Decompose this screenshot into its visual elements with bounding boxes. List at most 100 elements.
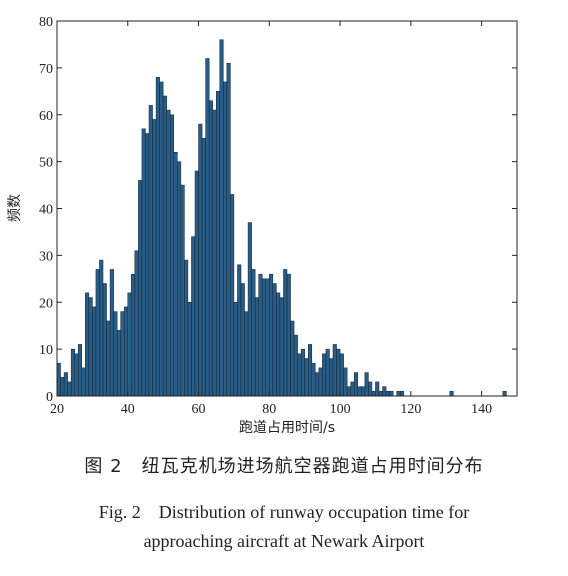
y-tick-label: 30 — [39, 249, 53, 264]
histogram-bar — [389, 391, 394, 397]
histogram-bar — [247, 222, 252, 397]
histogram-bar — [244, 311, 249, 397]
histogram-bar — [88, 297, 93, 397]
histogram-bar — [60, 377, 65, 397]
histogram-bar — [138, 180, 143, 397]
y-tick-label: 10 — [39, 343, 53, 358]
histogram-bar — [332, 344, 337, 397]
histogram-bar — [155, 77, 160, 397]
histogram-bar — [254, 297, 259, 397]
histogram-bar — [353, 372, 359, 397]
y-tick-label: 60 — [39, 109, 53, 124]
histogram-bar — [283, 269, 288, 397]
histogram-bar — [339, 353, 344, 397]
x-tick-label: 140 — [471, 402, 492, 417]
histogram-bar — [212, 109, 217, 397]
histogram-chart: 20 40 60 80 100 120 140 0 10 20 30 40 50 60 70 80 跑道占用时… — [7, 15, 518, 436]
histogram-bar — [382, 386, 387, 397]
histogram-bar — [269, 273, 274, 397]
histogram-bar — [343, 367, 348, 397]
histogram-bar — [127, 292, 132, 397]
histogram-bar — [63, 372, 68, 397]
histogram-bar — [346, 386, 351, 397]
histogram-bar — [194, 170, 199, 397]
histogram-bar — [134, 250, 139, 397]
y-tick-label: 20 — [39, 296, 53, 311]
histogram-bar — [396, 391, 401, 397]
histogram-bar — [184, 259, 189, 397]
histogram-bar — [276, 292, 281, 397]
histogram-bar — [318, 367, 323, 397]
histogram-bar — [148, 105, 153, 397]
x-tick-label: 80 — [262, 402, 276, 417]
histogram-bar — [272, 283, 277, 397]
histogram-bar — [502, 391, 507, 397]
histogram-bar — [102, 283, 107, 397]
y-tick-label: 0 — [46, 390, 53, 405]
histogram-bar — [322, 353, 327, 397]
histogram-bar — [286, 273, 291, 397]
histogram-bar — [191, 236, 196, 397]
x-tick-label: 120 — [400, 402, 421, 417]
histogram-bar — [56, 362, 61, 397]
histogram-bar — [173, 152, 178, 397]
histogram-bar — [265, 278, 270, 397]
x-tick-label: 40 — [121, 402, 135, 417]
histogram-bar — [177, 161, 182, 397]
histogram-bar — [325, 348, 330, 397]
histogram-bar — [230, 194, 235, 397]
histogram-bar — [74, 353, 79, 397]
histogram-bar — [233, 302, 238, 397]
histogram-bar — [300, 348, 305, 397]
histogram-bar — [293, 334, 298, 397]
histogram-bar — [106, 320, 111, 397]
histogram-bar — [237, 264, 242, 397]
histogram-bar — [187, 302, 192, 397]
histogram-bar — [109, 269, 114, 397]
histogram-bar — [307, 344, 313, 397]
histogram-bar — [180, 184, 185, 397]
histogram-bar — [70, 348, 75, 397]
histogram-bar — [120, 311, 125, 397]
figure-caption-english-line-1: Fig. 2 Distribution of runway occupation… — [98, 502, 470, 522]
histogram-bar — [223, 81, 228, 397]
histogram-bar — [92, 306, 97, 397]
histogram-bar — [315, 372, 320, 397]
x-tick-label: 60 — [192, 402, 206, 417]
histogram-bar — [215, 91, 221, 397]
histogram-bar — [159, 81, 164, 397]
histogram-bar — [162, 95, 167, 397]
histogram-bar — [198, 123, 203, 397]
histogram-bar — [123, 306, 129, 397]
histogram-bar — [329, 358, 334, 397]
histogram-bar — [208, 100, 213, 397]
histogram-bar — [85, 292, 90, 397]
histogram-bar — [251, 269, 256, 397]
histogram-bar — [368, 381, 373, 397]
histogram-bar — [113, 311, 118, 397]
histogram-bar — [378, 391, 383, 397]
y-tick-label: 80 — [39, 15, 53, 30]
y-axis-title: 频数 — [7, 194, 23, 222]
histogram-bar — [131, 273, 136, 397]
histogram-bar — [226, 62, 231, 397]
histogram-bar — [166, 109, 171, 397]
histogram-bar — [99, 259, 104, 397]
histogram-bar — [141, 128, 146, 397]
histogram-bar — [297, 353, 302, 397]
histogram-bar — [240, 283, 245, 397]
histogram-bar — [116, 330, 121, 397]
histogram-bar — [399, 391, 405, 397]
histogram-bar — [81, 367, 86, 397]
histogram-bar — [219, 39, 224, 397]
histogram-bar — [364, 372, 369, 397]
y-tick-label: 50 — [39, 156, 53, 171]
x-tick-label: 100 — [330, 402, 351, 417]
histogram-bar — [67, 381, 72, 397]
y-tick-label: 70 — [39, 62, 53, 77]
histogram-bar — [350, 381, 355, 397]
histogram-bar — [311, 362, 316, 397]
histogram-bar — [375, 381, 380, 397]
histogram-bar — [361, 386, 366, 397]
